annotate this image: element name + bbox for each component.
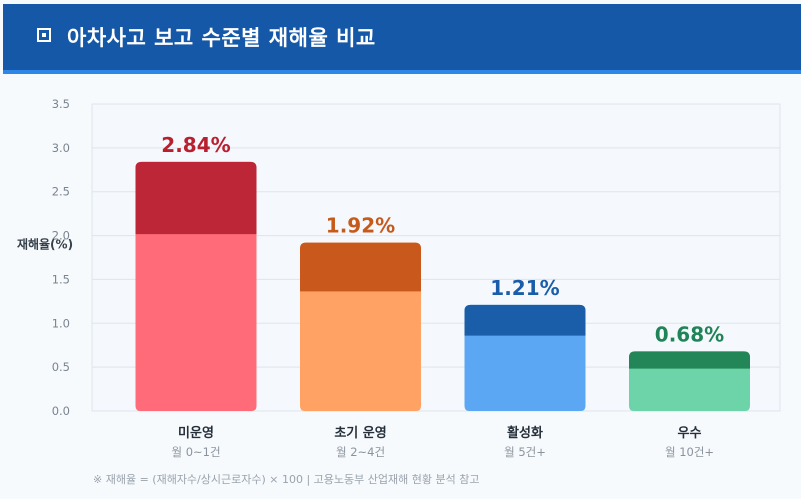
plot-border xyxy=(91,103,781,412)
bar-top-band xyxy=(629,351,750,369)
data-label: 1.92% xyxy=(326,214,395,238)
y-tick-label: 3.5 xyxy=(52,97,70,111)
y-tick-label: 1.0 xyxy=(52,316,70,330)
x-category-label: 활성화 xyxy=(507,425,543,441)
y-tick-label: 2.0 xyxy=(52,229,70,243)
y-tick-label: 1.5 xyxy=(52,272,70,286)
y-tick-label: 2.5 xyxy=(52,185,70,199)
bar-chart: 0.0 0.5 1.0 1.5 2.0 2.5 3.0 3.5 재해율(%) 2.84% 미운영월 … xyxy=(17,97,781,459)
data-label: 1.21% xyxy=(490,276,559,300)
data-label: 2.84% xyxy=(161,133,230,157)
data-label: 0.68% xyxy=(655,322,724,346)
footnote: ※ 재해율 = (재해자수/상시근로자수) × 100 | 고용노동부 산업재해… xyxy=(93,473,480,486)
x-category-label: 미운영 xyxy=(178,425,214,441)
x-sub-label: 월 10건+ xyxy=(665,445,714,459)
x-sub-label: 월 2~4건 xyxy=(336,445,385,459)
y-tick-label: 3.0 xyxy=(52,141,70,155)
chart-title: 아차사고 보고 수준별 재해율 비교 xyxy=(67,26,376,50)
y-axis-label: 재해율(%) xyxy=(17,238,73,252)
bar-top-band xyxy=(135,161,257,235)
square-bullet-icon xyxy=(37,28,51,42)
y-tick-label: 0.5 xyxy=(52,360,70,374)
x-category-label: 초기 운영 xyxy=(334,426,386,441)
bar-top-band xyxy=(464,304,586,336)
x-sub-label: 월 5건+ xyxy=(504,445,546,459)
x-sub-label: 월 0~1건 xyxy=(171,445,220,459)
x-category-label: 우수 xyxy=(678,426,702,441)
bar-top-band xyxy=(300,242,421,292)
y-tick-label: 0.0 xyxy=(52,404,70,418)
header-bar: 아차사고 보고 수준별 재해율 비교 xyxy=(3,4,801,74)
